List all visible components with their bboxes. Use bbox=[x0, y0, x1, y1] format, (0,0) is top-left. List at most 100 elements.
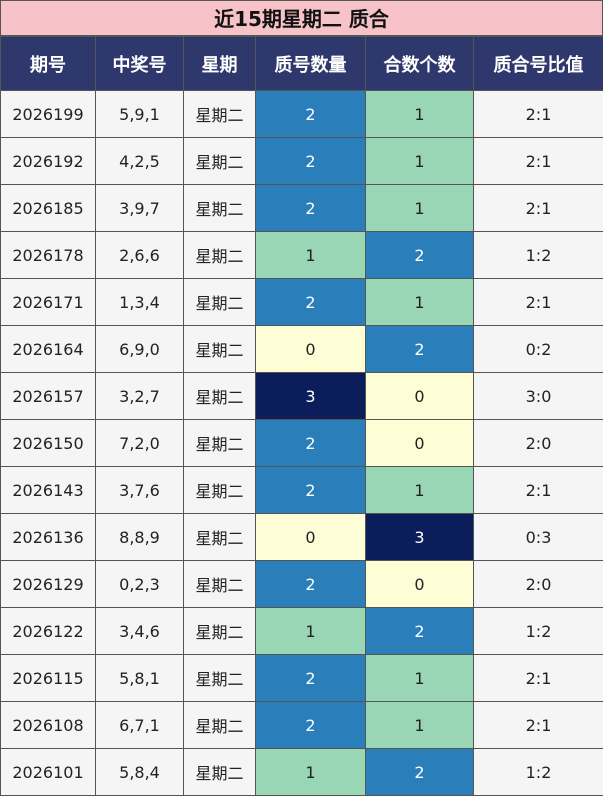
table-title: 近15期星期二 质合 bbox=[0, 0, 603, 36]
table-cell: 3,2,7 bbox=[95, 372, 184, 420]
table-cell: 2026171 bbox=[0, 278, 96, 326]
table-row: 2026150 7,2,0 星期二 2 0 2:0 bbox=[0, 419, 603, 467]
table-cell: 2026157 bbox=[0, 372, 96, 420]
table-cell: 1 bbox=[365, 278, 474, 326]
table-cell: 2:0 bbox=[473, 560, 603, 608]
header-cell: 期号 bbox=[0, 36, 96, 91]
table-cell: 2 bbox=[255, 560, 366, 608]
table-cell: 2026115 bbox=[0, 654, 96, 702]
table-cell: 2 bbox=[255, 654, 366, 702]
table-cell: 1 bbox=[365, 90, 474, 138]
table-cell: 星期二 bbox=[183, 607, 256, 655]
table-row: 2026199 5,9,1 星期二 2 1 2:1 bbox=[0, 90, 603, 138]
table-row: 2026143 3,7,6 星期二 2 1 2:1 bbox=[0, 466, 603, 514]
table-cell: 星期二 bbox=[183, 372, 256, 420]
table-cell: 星期二 bbox=[183, 231, 256, 279]
table-cell: 1 bbox=[255, 607, 366, 655]
table-cell: 0 bbox=[255, 513, 366, 561]
table-cell: 2 bbox=[365, 748, 474, 796]
table-cell: 2:1 bbox=[473, 137, 603, 185]
table-cell: 1 bbox=[255, 231, 366, 279]
table-cell: 3:0 bbox=[473, 372, 603, 420]
table-cell: 3 bbox=[365, 513, 474, 561]
table-cell: 0:2 bbox=[473, 325, 603, 373]
table-cell: 1 bbox=[365, 701, 474, 749]
table-cell: 星期二 bbox=[183, 513, 256, 561]
table-cell: 3,7,6 bbox=[95, 466, 184, 514]
table-cell: 2 bbox=[365, 325, 474, 373]
header-cell: 质号数量 bbox=[255, 36, 366, 91]
table-row: 2026136 8,8,9 星期二 0 3 0:3 bbox=[0, 513, 603, 561]
table-cell: 2 bbox=[255, 90, 366, 138]
table-row: 2026178 2,6,6 星期二 1 2 1:2 bbox=[0, 231, 603, 279]
table-cell: 0 bbox=[365, 419, 474, 467]
table-cell: 3 bbox=[255, 372, 366, 420]
table-cell: 3,4,6 bbox=[95, 607, 184, 655]
table-cell: 2026129 bbox=[0, 560, 96, 608]
table-cell: 1:2 bbox=[473, 748, 603, 796]
table-cell: 星期二 bbox=[183, 654, 256, 702]
table-body: 2026199 5,9,1 星期二 2 1 2:1 2026192 4,2,5 星期二 2 1 2:1… bbox=[0, 90, 603, 796]
table-row: 2026129 0,2,3 星期二 2 0 2:0 bbox=[0, 560, 603, 608]
table-cell: 星期二 bbox=[183, 419, 256, 467]
table-cell: 1 bbox=[255, 748, 366, 796]
header-cell: 合数个数 bbox=[365, 36, 474, 91]
table-cell: 星期二 bbox=[183, 560, 256, 608]
table-cell: 2026164 bbox=[0, 325, 96, 373]
table-cell: 2026136 bbox=[0, 513, 96, 561]
table-cell: 2026101 bbox=[0, 748, 96, 796]
table-cell: 1 bbox=[365, 184, 474, 232]
table-cell: 2:0 bbox=[473, 419, 603, 467]
table-cell: 星期二 bbox=[183, 184, 256, 232]
table-cell: 星期二 bbox=[183, 278, 256, 326]
table-cell: 1,3,4 bbox=[95, 278, 184, 326]
table-cell: 2026150 bbox=[0, 419, 96, 467]
table-cell: 2 bbox=[255, 184, 366, 232]
table-cell: 0 bbox=[365, 372, 474, 420]
table-cell: 2026122 bbox=[0, 607, 96, 655]
table-cell: 2026178 bbox=[0, 231, 96, 279]
table-cell: 2 bbox=[255, 466, 366, 514]
table-cell: 0:3 bbox=[473, 513, 603, 561]
table-cell: 2:1 bbox=[473, 701, 603, 749]
table-row: 2026108 6,7,1 星期二 2 1 2:1 bbox=[0, 701, 603, 749]
table-cell: 5,9,1 bbox=[95, 90, 184, 138]
table-row: 2026192 4,2,5 星期二 2 1 2:1 bbox=[0, 137, 603, 185]
table-cell: 1:2 bbox=[473, 607, 603, 655]
table-row: 2026122 3,4,6 星期二 1 2 1:2 bbox=[0, 607, 603, 655]
table-cell: 6,7,1 bbox=[95, 701, 184, 749]
table-cell: 星期二 bbox=[183, 701, 256, 749]
table-cell: 2 bbox=[255, 701, 366, 749]
table-cell: 6,9,0 bbox=[95, 325, 184, 373]
table-cell: 2026192 bbox=[0, 137, 96, 185]
table-cell: 1 bbox=[365, 137, 474, 185]
table-row: 2026115 5,8,1 星期二 2 1 2:1 bbox=[0, 654, 603, 702]
table-cell: 2,6,6 bbox=[95, 231, 184, 279]
table-cell: 2026108 bbox=[0, 701, 96, 749]
table-cell: 5,8,4 bbox=[95, 748, 184, 796]
header-cell: 中奖号 bbox=[95, 36, 184, 91]
table-cell: 星期二 bbox=[183, 90, 256, 138]
table-cell: 2 bbox=[255, 137, 366, 185]
table-row: 2026171 1,3,4 星期二 2 1 2:1 bbox=[0, 278, 603, 326]
table-cell: 0,2,3 bbox=[95, 560, 184, 608]
table-cell: 星期二 bbox=[183, 137, 256, 185]
table-cell: 8,8,9 bbox=[95, 513, 184, 561]
table-cell: 2 bbox=[255, 278, 366, 326]
table-cell: 星期二 bbox=[183, 466, 256, 514]
table-cell: 2026199 bbox=[0, 90, 96, 138]
table-cell: 2 bbox=[255, 419, 366, 467]
table-cell: 2:1 bbox=[473, 654, 603, 702]
table-cell: 5,8,1 bbox=[95, 654, 184, 702]
table-row: 2026157 3,2,7 星期二 3 0 3:0 bbox=[0, 372, 603, 420]
data-table: 期号 中奖号 星期 质号数量 合数个数 质合号比值 2026199 5,9,1 星期二 2 1 2:… bbox=[0, 36, 603, 796]
table-cell: 4,2,5 bbox=[95, 137, 184, 185]
table-cell: 2026143 bbox=[0, 466, 96, 514]
table-row: 2026101 5,8,4 星期二 1 2 1:2 bbox=[0, 748, 603, 796]
table-cell: 2 bbox=[365, 607, 474, 655]
table-cell: 2:1 bbox=[473, 466, 603, 514]
table-cell: 2 bbox=[365, 231, 474, 279]
table-cell: 2:1 bbox=[473, 278, 603, 326]
table-cell: 星期二 bbox=[183, 748, 256, 796]
